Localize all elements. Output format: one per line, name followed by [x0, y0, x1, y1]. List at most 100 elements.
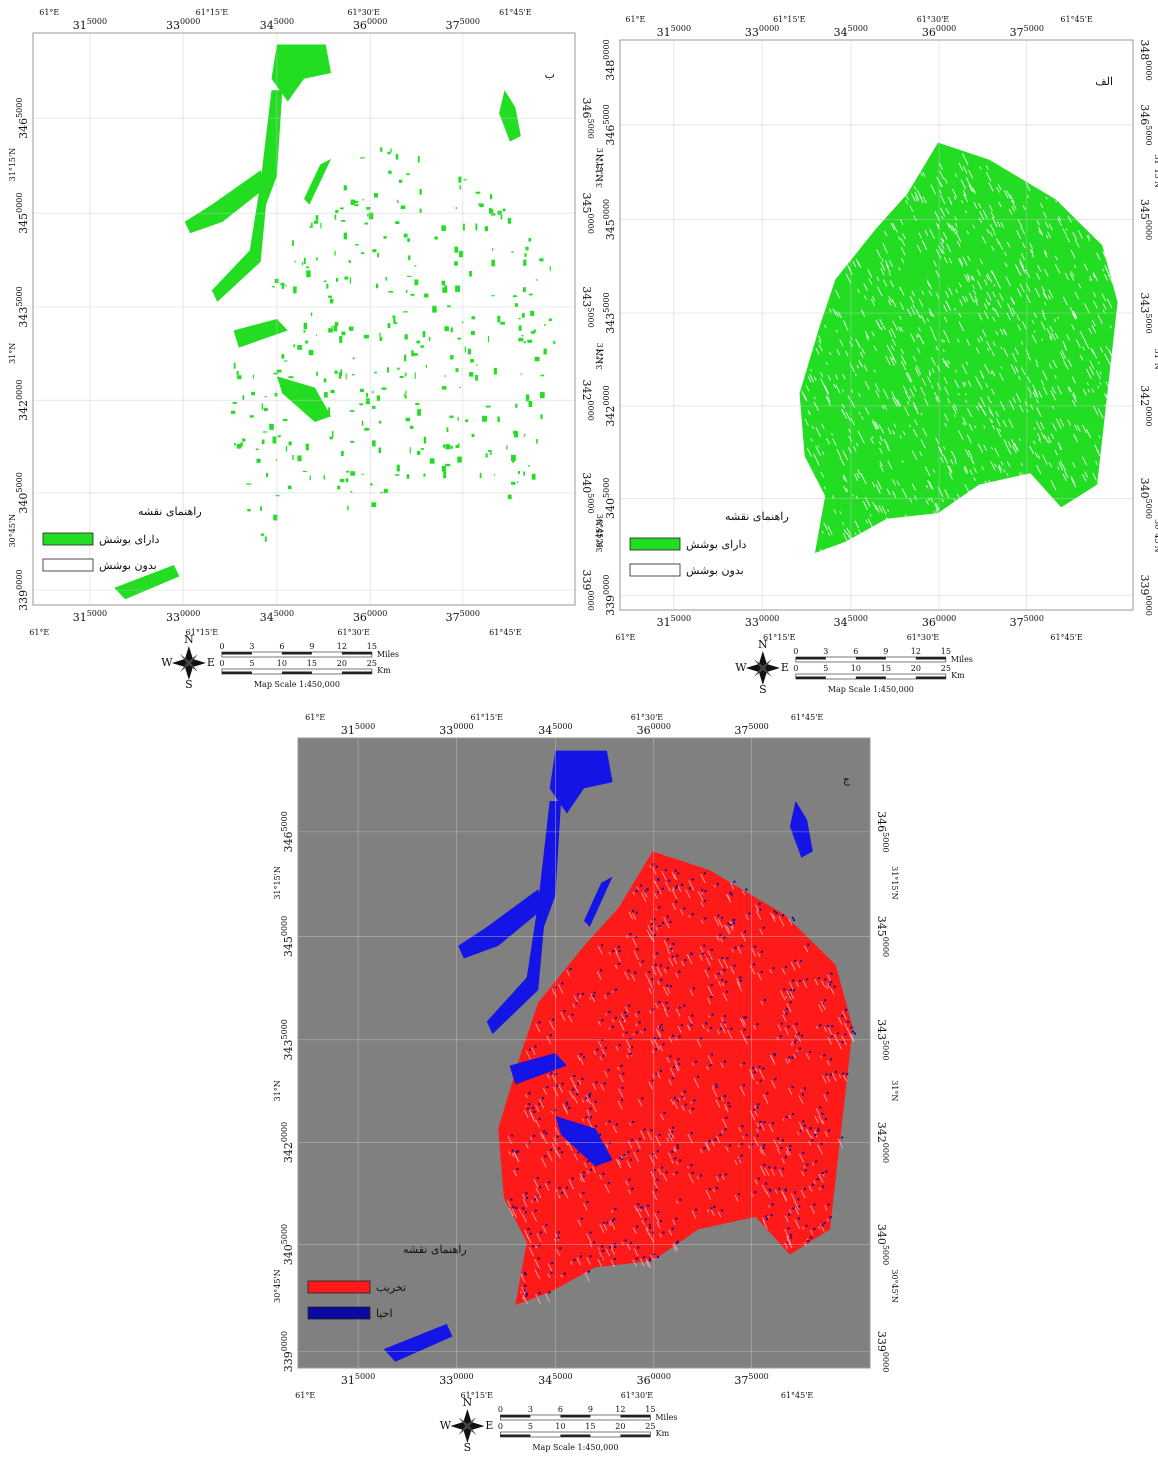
miles-bar-segment [342, 652, 372, 655]
grid-label-sup: 0000 [453, 1372, 473, 1381]
vegetation-speckle [420, 346, 424, 348]
grid-label-main: 33 [439, 724, 453, 737]
grid-label-sup: 5000 [355, 722, 375, 731]
speckle [842, 1073, 844, 1075]
speckle [773, 910, 775, 912]
vegetation-speckle [475, 223, 477, 230]
vegetation-speckle [333, 325, 337, 331]
speckle [815, 1160, 817, 1162]
speckle [726, 991, 728, 993]
speckle [804, 1087, 806, 1089]
speckle [587, 1160, 589, 1162]
speckle [761, 951, 763, 953]
speckle [662, 888, 664, 890]
speckle [559, 1187, 561, 1189]
speckle [822, 1186, 824, 1188]
grid-label-main: 339 [282, 1351, 295, 1372]
miles-tick-label: 3 [249, 642, 254, 651]
speckle [679, 1036, 681, 1038]
latitude-label: 31°15'N [8, 148, 17, 182]
speckle [667, 1007, 669, 1009]
speckle [596, 1081, 598, 1083]
speckle [561, 1192, 563, 1194]
speckle [634, 972, 636, 974]
vegetation-speckle [397, 465, 400, 472]
speckle [681, 1096, 683, 1098]
grid-label-main: 34 [834, 616, 848, 629]
vegetation-speckle [523, 471, 525, 475]
vegetation-speckle [523, 260, 526, 266]
grid-label-sup: 0000 [453, 722, 473, 731]
vegetation-speckle [341, 451, 344, 456]
speckle [786, 1116, 788, 1118]
grid-label-main: 31 [341, 724, 355, 737]
vegetation-speckle [314, 221, 318, 224]
speckle [615, 989, 617, 991]
speckle [668, 880, 670, 882]
speckle [735, 947, 737, 949]
speckle [788, 1026, 790, 1028]
speckle [673, 1066, 675, 1068]
km-tick-label: 25 [367, 659, 377, 668]
vegetation-speckle [394, 322, 397, 324]
vegetation-speckle [399, 180, 402, 183]
vegetation-speckle [383, 236, 386, 239]
vegetation-speckle [272, 437, 276, 444]
speckle [704, 917, 706, 919]
speckle [725, 1117, 727, 1119]
speckle [675, 1218, 677, 1220]
speckle [667, 967, 669, 969]
vegetation-speckle [459, 185, 460, 189]
speckle [512, 1150, 514, 1152]
speckle [681, 1024, 683, 1026]
grid-label-sup: 0000 [180, 609, 200, 618]
speckle [534, 1046, 536, 1048]
speckle [691, 1015, 693, 1017]
vegetation-speckle [465, 419, 468, 422]
speckle [637, 1203, 639, 1205]
speckle [745, 1016, 747, 1018]
speckle [590, 1169, 592, 1171]
grid-label-main: 36 [922, 616, 936, 629]
legend-label: احیا [376, 1307, 393, 1320]
grid-label-sup: 5000 [460, 17, 480, 26]
km-tick-label: 20 [337, 659, 347, 668]
speckle [724, 969, 726, 971]
speckle [558, 1147, 560, 1149]
vegetation-speckle [366, 393, 368, 398]
grid-label-main: 37 [446, 611, 460, 624]
grid-label-sup: 5000 [602, 292, 611, 312]
speckle [648, 971, 650, 973]
km-bar-segment [500, 1435, 530, 1438]
grid-label-main: 343 [282, 1039, 295, 1060]
speckle [674, 1097, 676, 1099]
speckle [631, 1046, 633, 1048]
speckle [759, 903, 761, 905]
speckle [800, 960, 802, 962]
speckle [786, 1008, 788, 1010]
speckle [658, 1001, 660, 1003]
speckle [762, 1068, 764, 1070]
speckle [717, 883, 719, 885]
grid-label-sup: 5000 [274, 609, 294, 618]
speckle [845, 1033, 847, 1035]
grid-label-main: 37 [734, 724, 748, 737]
vegetation-speckle [434, 237, 437, 240]
km-unit: Km [951, 671, 965, 680]
vegetation-speckle [330, 299, 333, 304]
speckle [805, 1169, 807, 1171]
miles-tick-label: 0 [793, 647, 798, 656]
speckle [716, 1086, 718, 1088]
speckle [774, 1167, 776, 1169]
grid-label-main: 36 [353, 611, 367, 624]
speckle [576, 1093, 578, 1095]
speckle [704, 872, 706, 874]
grid-label-main: 34 [260, 19, 274, 32]
speckle [585, 1117, 587, 1119]
speckle [757, 1103, 759, 1105]
longitude-label: 61°45'E [781, 1391, 814, 1400]
speckle [821, 1143, 823, 1145]
vegetation-speckle [454, 247, 458, 253]
scale-text: Map Scale 1:450,000 [532, 1443, 618, 1452]
speckle [632, 1121, 634, 1123]
